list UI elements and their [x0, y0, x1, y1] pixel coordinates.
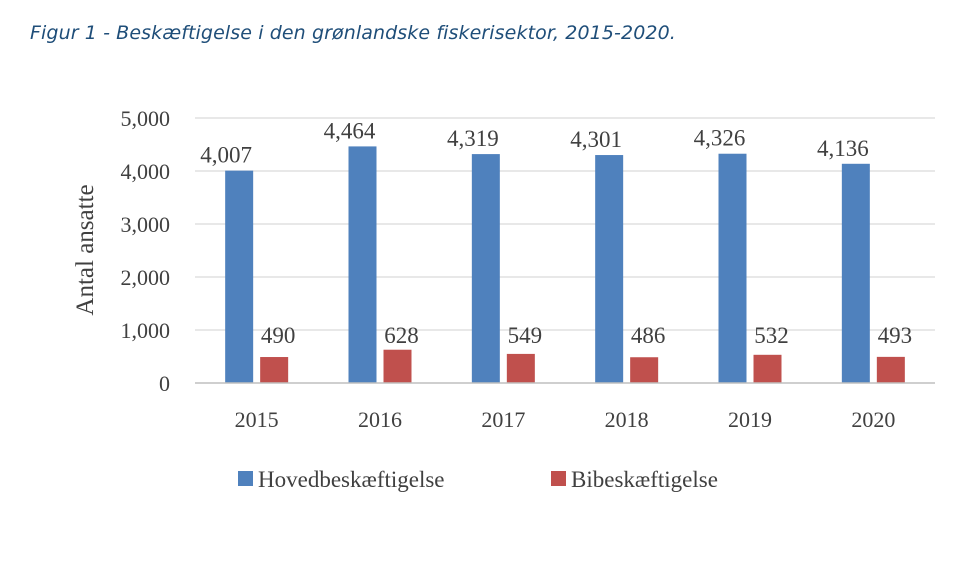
bars — [225, 146, 905, 383]
x-tick-label: 2018 — [605, 407, 649, 432]
bar-hovedbeskaeftigelse — [718, 153, 747, 383]
x-tick-label: 2019 — [728, 407, 772, 432]
data-label: 4,007 — [200, 143, 252, 168]
y-axis-title: Antal ansatte — [72, 184, 99, 315]
bar-bibeskaeftigelse — [383, 349, 412, 383]
y-tick-label: 4,000 — [121, 159, 171, 184]
data-label: 4,301 — [570, 127, 622, 152]
y-tick-label: 5,000 — [121, 106, 171, 131]
bar-bibeskaeftigelse — [260, 357, 289, 383]
y-tick-label: 0 — [159, 371, 170, 396]
data-label: 4,326 — [694, 126, 746, 151]
y-axis-tick-labels: 0 1,000 2,000 3,000 4,000 5,000 — [121, 106, 171, 396]
bar-hovedbeskaeftigelse — [471, 154, 500, 383]
x-tick-label: 2020 — [851, 407, 895, 432]
bar-bibeskaeftigelse — [876, 356, 905, 383]
data-label: 532 — [754, 323, 789, 348]
legend-swatch — [551, 471, 566, 486]
bar-hovedbeskaeftigelse — [348, 146, 377, 383]
data-label: 493 — [878, 323, 913, 348]
bar-bibeskaeftigelse — [630, 357, 659, 383]
x-tick-label: 2016 — [358, 407, 402, 432]
data-label: 4,319 — [447, 126, 499, 151]
bar-hovedbeskaeftigelse — [595, 155, 624, 383]
y-tick-label: 3,000 — [121, 212, 171, 237]
bar-bibeskaeftigelse — [753, 354, 782, 383]
legend-label: Bibeskæftigelse — [571, 467, 718, 492]
bar-bibeskaeftigelse — [506, 353, 535, 383]
figure-title: Figur 1 - Beskæftigelse i den grønlandsk… — [30, 22, 676, 44]
data-label: 4,464 — [324, 118, 376, 143]
data-label: 490 — [261, 323, 296, 348]
data-labels: 4,007 490 4,464 628 4,319 549 4,301 486 4,326 532… — [200, 118, 912, 348]
data-label: 628 — [384, 323, 419, 348]
gridlines — [195, 117, 935, 331]
bar-hovedbeskaeftigelse — [225, 170, 254, 383]
data-label: 4,136 — [817, 136, 869, 161]
data-label: 486 — [631, 323, 666, 348]
x-axis-tick-labels: 2015 2016 2017 2018 2019 2020 — [235, 407, 896, 432]
data-label: 549 — [508, 323, 543, 348]
legend-label: Hovedbeskæftigelse — [258, 467, 445, 492]
legend-swatch — [238, 471, 253, 486]
bar-hovedbeskaeftigelse — [841, 163, 870, 383]
legend: Hovedbeskæftigelse Bibeskæftigelse — [238, 467, 718, 492]
x-tick-label: 2017 — [481, 407, 525, 432]
y-tick-label: 1,000 — [121, 318, 171, 343]
y-tick-label: 2,000 — [121, 265, 171, 290]
x-tick-label: 2015 — [235, 407, 279, 432]
